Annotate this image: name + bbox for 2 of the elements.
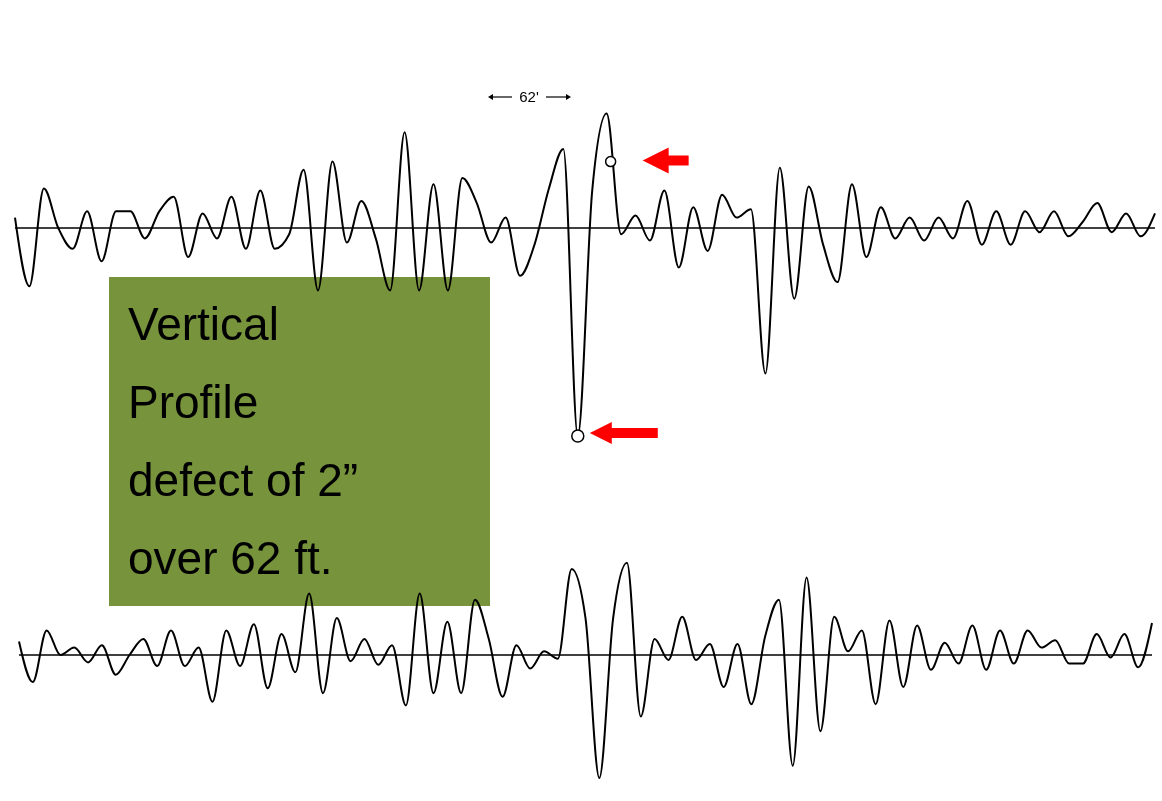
annotation: Vertical Profile defect of 2” over 62 ft. (128, 298, 359, 584)
text: 62' (519, 88, 539, 105)
